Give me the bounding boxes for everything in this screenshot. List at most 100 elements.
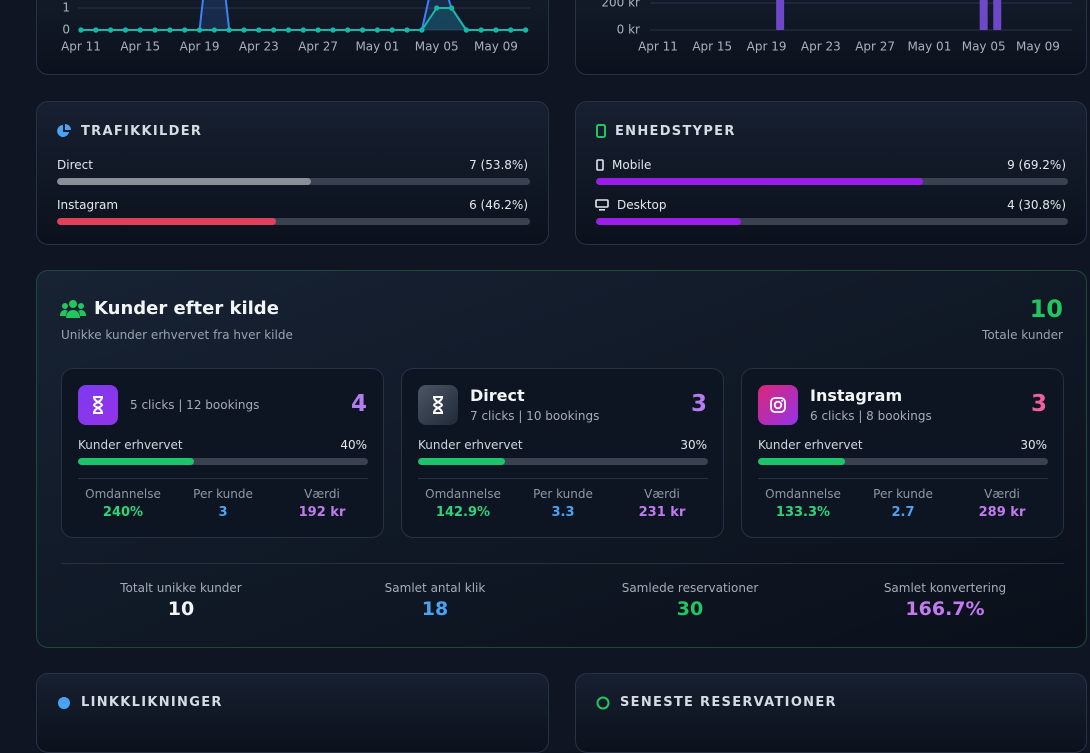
point	[152, 27, 158, 33]
progress-track	[596, 178, 1068, 185]
point	[315, 27, 321, 33]
share-title: Kunder erhvervet	[758, 438, 863, 452]
point	[448, 5, 455, 11]
hourglass-icon	[432, 396, 444, 414]
point	[137, 27, 143, 33]
progress-fill	[596, 178, 923, 185]
area	[81, 8, 526, 30]
summary-label: Samlet antal klik	[384, 581, 486, 595]
metric-label: Omdannelse	[425, 487, 501, 501]
x-tick-label: Apr 11	[638, 40, 678, 54]
total-customers: 10	[1029, 295, 1063, 323]
card-stats: 7 clicks | 10 bookings	[470, 409, 600, 423]
point	[78, 27, 84, 33]
summary-value: 18	[421, 598, 449, 620]
source-icon	[78, 385, 118, 425]
card-count: 3	[1030, 391, 1047, 417]
x-tick-label: Apr 23	[801, 40, 841, 54]
page: Dashboard { "charts": [ { "type": "line"…	[36, 0, 1087, 753]
point	[404, 27, 410, 33]
source-count: 7 (53.8%)	[469, 158, 528, 172]
divider	[61, 563, 1064, 564]
metric-value: 231 kr	[638, 505, 686, 520]
progress-track	[57, 218, 530, 225]
point	[419, 27, 425, 33]
progress-track	[758, 458, 1048, 465]
point	[345, 27, 351, 33]
x-tick-label: Apr 19	[180, 40, 220, 54]
card-name: Direct	[470, 386, 525, 405]
panel-title: ENHEDSTYPER	[615, 124, 736, 139]
device-name: Mobile	[612, 158, 652, 172]
customers-panel: Kunder efter kilde Unikke kunder erhverv…	[36, 270, 1087, 648]
metric-value: 133.3%	[775, 505, 831, 520]
panel-title: TRAFIKKILDER	[81, 124, 203, 139]
progress-fill	[596, 218, 742, 225]
point	[359, 27, 366, 33]
metric-label: Per kunde	[873, 487, 933, 501]
point	[434, 5, 440, 11]
section-subtitle: Unikke kunder erhvervet fra hver kilde	[61, 328, 293, 342]
point	[271, 27, 277, 33]
summary-label: Totalt unikke kunder	[120, 581, 242, 595]
links-panel: LINKKLIKNINGER	[36, 673, 549, 753]
summary-value: 30	[676, 598, 704, 620]
share-label: 30%	[680, 438, 707, 452]
y-tick-label: 0	[62, 23, 70, 37]
point	[374, 27, 380, 33]
metric-value: 240%	[102, 505, 144, 520]
phone-icon	[596, 124, 606, 138]
metric-label: Per kunde	[193, 487, 253, 501]
metric-value: 289 kr	[978, 505, 1026, 520]
point	[226, 27, 232, 33]
device-name: Desktop	[617, 198, 667, 212]
summary-value: 166.7%	[905, 598, 985, 620]
share-label: 40%	[340, 438, 367, 452]
metric-label: Omdannelse	[765, 487, 841, 501]
device-count: 4 (30.8%)	[1007, 198, 1066, 212]
point	[108, 27, 114, 33]
x-tick-label: Apr 27	[298, 40, 338, 54]
device-panel: ENHEDSTYPER Mobile 9 (69.2%) Desktop 4 (…	[575, 101, 1087, 245]
traffic-panel: TRAFIKKILDER Direct 7 (53.8%) Instagram …	[36, 101, 549, 245]
phone-icon	[596, 159, 604, 171]
card-name: Instagram	[810, 386, 903, 405]
x-tick-label: Apr 23	[239, 40, 279, 54]
card-stats: 6 clicks | 8 bookings	[810, 409, 932, 423]
instagram-icon	[770, 397, 786, 413]
share-title: Kunder erhvervet	[78, 438, 183, 452]
progress-fill	[57, 178, 312, 185]
summary-label: Samlet konvertering	[883, 581, 1007, 595]
source-icon	[418, 385, 458, 425]
source-name: Direct	[57, 158, 93, 172]
section-title: Kunder efter kilde	[94, 298, 279, 319]
point	[167, 27, 173, 33]
bar	[993, 0, 1002, 30]
card-stats: 5 clicks | 12 bookings	[130, 398, 260, 412]
point	[256, 27, 262, 33]
point	[241, 27, 247, 33]
chart-panel: 0 1 Apr 11 Apr 15 Apr 19 Apr 23 Apr 27 May 01 Ma…	[36, 0, 549, 75]
point	[330, 27, 336, 33]
pie-icon	[57, 124, 71, 137]
source-card: 5 clicks | 12 bookings 4 Kunder erhverve…	[61, 368, 384, 538]
progress-track	[57, 178, 530, 185]
panel-title: SENESTE RESERVATIONER	[620, 695, 837, 710]
progress-fill	[57, 218, 276, 225]
x-tick-label: May 05	[962, 40, 1006, 54]
point	[463, 27, 469, 33]
metric-value: 3	[218, 505, 228, 520]
source-count: 6 (46.2%)	[469, 198, 528, 212]
progress-track	[78, 458, 368, 465]
x-tick-label: Apr 11	[61, 40, 101, 54]
summary-label: Samlede reservationer	[621, 581, 759, 595]
divider	[758, 478, 1048, 479]
bar-chart: 0 kr 200 kr Apr 11 Apr 15 Apr 19 Apr 23 Apr 27…	[601, 0, 1072, 54]
point	[300, 27, 306, 33]
progress-track	[596, 218, 1068, 225]
x-tick-label: Apr 15	[692, 40, 732, 54]
metric-label: Værdi	[304, 487, 340, 501]
card-count: 4	[350, 391, 367, 417]
metric-value: 2.7	[891, 505, 915, 520]
history-icon	[596, 696, 610, 710]
